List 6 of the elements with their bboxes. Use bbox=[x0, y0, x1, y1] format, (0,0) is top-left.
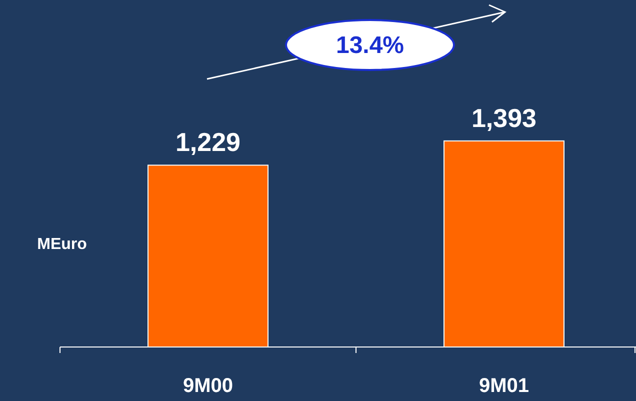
data-label: 1,393 bbox=[471, 102, 537, 133]
data-label: 1,229 bbox=[175, 127, 241, 158]
x-tick-label: 9M01 bbox=[478, 375, 530, 397]
x-tick-label: 9M00 bbox=[182, 375, 234, 397]
text: 13.4% bbox=[336, 32, 404, 59]
y-axis-title: MEuro bbox=[37, 236, 88, 253]
